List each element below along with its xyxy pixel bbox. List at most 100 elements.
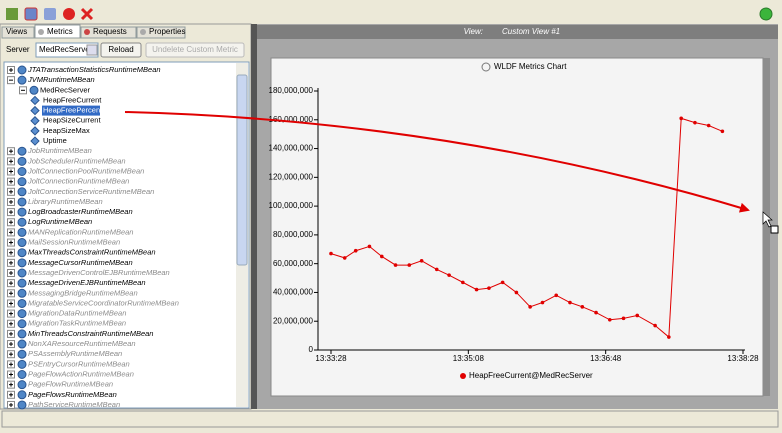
data-point	[419, 258, 424, 263]
mbean-icon	[17, 146, 27, 156]
tree-label[interactable]: MessagingBridgeRuntimeMBean	[28, 288, 138, 297]
tree-label[interactable]: JVMRuntimeMBean	[27, 75, 95, 84]
mbean-icon	[17, 400, 27, 410]
attribute-icon	[30, 126, 40, 136]
tree-label[interactable]: MailSessionRuntimeMBean	[28, 238, 120, 247]
data-point	[554, 293, 559, 298]
tree-label[interactable]: MessageDrivenEJBRuntimeMBean	[28, 278, 146, 287]
mbean-icon	[17, 349, 27, 359]
mbean-icon	[17, 339, 27, 349]
tab[interactable]	[1, 26, 35, 39]
attribute-icon	[30, 105, 40, 116]
data-point	[461, 280, 465, 285]
splitter[interactable]	[251, 24, 257, 409]
y-tick-label: 180,000,000	[269, 86, 314, 95]
data-point	[568, 300, 572, 305]
tree-label[interactable]: JoltConnectionRuntimeMBean	[27, 177, 129, 186]
y-tick-label: 120,000,000	[269, 172, 314, 181]
tree-label[interactable]: JobRuntimeMBean	[27, 146, 92, 155]
tree-label[interactable]: MigrationDataRuntimeMBean	[28, 309, 126, 318]
data-point	[621, 316, 626, 321]
tree-label[interactable]: MigrationTaskRuntimeMBean	[28, 319, 126, 328]
reload-button[interactable]	[100, 42, 142, 58]
tree-label[interactable]: JTATransactionStatisticsRuntimeMBean	[27, 65, 161, 74]
record-button[interactable]	[63, 8, 75, 20]
selection	[42, 105, 100, 116]
mbean-icon	[17, 197, 27, 207]
tree-label[interactable]: HeapSizeCurrent	[43, 116, 101, 125]
mbean-icon	[17, 156, 27, 166]
mbean-icon	[17, 65, 27, 75]
undelete-label: Undelete Custom Metric	[152, 45, 238, 54]
toolbar-bg	[0, 0, 782, 24]
view-header	[257, 25, 778, 39]
tab[interactable]	[80, 26, 137, 39]
tree-label[interactable]: MANReplicationRuntimeMBean	[28, 227, 133, 236]
tab-label: Requests	[93, 27, 127, 36]
tree-label[interactable]: PageFlowRuntimeMBean	[28, 380, 113, 389]
server-label: Server	[6, 45, 30, 54]
scroll-thumb[interactable]	[236, 74, 248, 266]
data-point	[528, 305, 532, 309]
x-tick-label: 13:36:48	[590, 354, 622, 363]
data-point	[720, 129, 725, 134]
cursor	[762, 211, 773, 228]
tree-label[interactable]: MessageCursorRuntimeMBean	[28, 258, 133, 267]
tree-label[interactable]: NonXAResourceRuntimeMBean	[28, 339, 136, 348]
data-point	[540, 300, 545, 305]
mbean-icon	[17, 248, 27, 258]
legend-marker	[460, 373, 466, 379]
reload-label: Reload	[108, 45, 133, 54]
tree-label[interactable]: JoltConnectionServiceRuntimeMBean	[27, 187, 154, 196]
y-tick-label: 40,000,000	[273, 288, 314, 297]
tree-label[interactable]: LogRuntimeMBean	[28, 217, 92, 226]
drop-indicator	[770, 225, 779, 234]
tree-label[interactable]: Uptime	[43, 136, 67, 145]
mbean-icon	[17, 359, 27, 369]
tree-label[interactable]: MaxThreadsConstraintRuntimeMBean	[28, 248, 156, 257]
tree-label[interactable]: PSAssemblyRuntimeMBean	[28, 349, 122, 358]
data-point	[367, 244, 372, 249]
tree-label[interactable]: MinThreadsConstraintRuntimeMBean	[28, 329, 153, 338]
mbean-icon	[17, 75, 27, 85]
tree-label[interactable]: LibraryRuntimeMBean	[28, 197, 103, 206]
tree-label[interactable]: PageFlowActionRuntimeMBean	[28, 369, 134, 378]
server-dropdown[interactable]	[35, 42, 99, 58]
right-panel: View: Custom View #1 WLDF Metrics Chart …	[124, 24, 779, 409]
tree-label[interactable]: JoltConnectionPoolRuntimeMBean	[27, 166, 144, 175]
annotation-arrow	[124, 111, 750, 213]
tree-label[interactable]: HeapFreePercent	[43, 106, 103, 115]
y-tick-label: 0	[309, 345, 314, 354]
tree-label[interactable]: HeapFreeCurrent	[43, 95, 102, 104]
data-point	[667, 335, 671, 339]
tree-label[interactable]: MigratableServiceCoordinatorRuntimeMBean	[28, 298, 179, 307]
x-tick-label: 13:33:28	[315, 354, 347, 363]
y-tick-label: 60,000,000	[273, 259, 314, 268]
new-button[interactable]	[6, 8, 18, 20]
tree-label[interactable]: JobSchedulerRuntimeMBean	[27, 156, 126, 165]
tree-label[interactable]: PathServiceRuntimeMBean	[28, 400, 120, 409]
mbean-icon	[17, 238, 27, 248]
tab[interactable]	[34, 24, 81, 39]
delete-button[interactable]	[80, 7, 94, 21]
y-tick-label: 140,000,000	[269, 144, 314, 153]
tree-label[interactable]: MessageDrivenControlEJBRuntimeMBean	[28, 268, 170, 277]
data-point	[329, 251, 333, 256]
mbean-icon	[17, 207, 27, 217]
left-panel: Views Metrics Requests Properties Server Me…	[0, 23, 252, 410]
tab[interactable]	[136, 26, 186, 39]
dropdown-arrow[interactable]	[86, 44, 98, 56]
tree-label[interactable]: MedRecServer	[40, 85, 91, 94]
mbean-icon	[17, 298, 27, 308]
tree-label[interactable]: HeapSizeMax	[43, 126, 90, 135]
data-point	[353, 248, 358, 253]
tree-label[interactable]: LogBroadcasterRuntimeMBean	[28, 207, 133, 216]
tree-label[interactable]: PageFlowsRuntimeMBean	[28, 390, 117, 399]
data-point	[447, 273, 451, 277]
save-button[interactable]	[24, 7, 38, 21]
mbean-icon	[17, 217, 27, 227]
tree-box	[3, 61, 250, 409]
saveas-button[interactable]	[44, 8, 56, 20]
tree-label[interactable]: PSEntryCursorRuntimeMBean	[28, 359, 130, 368]
x-tick-label: 13:38:28	[727, 354, 759, 363]
